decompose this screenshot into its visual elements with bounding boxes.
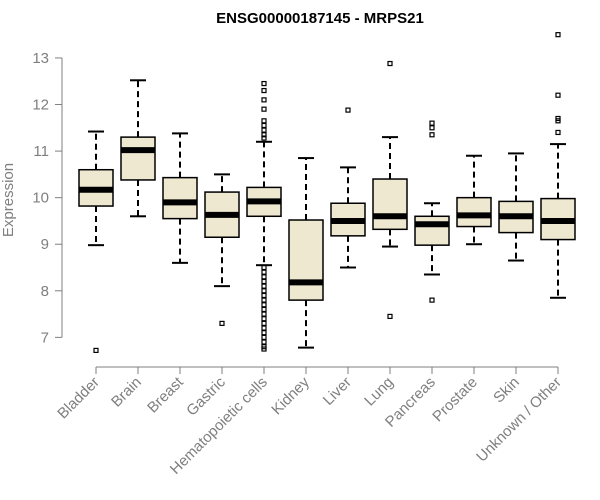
x-tick-label: Brain — [108, 374, 145, 411]
outlier-point — [429, 125, 435, 131]
box-group — [246, 80, 282, 352]
outlier-point — [261, 274, 267, 280]
x-tick-label: Skin — [490, 374, 523, 407]
box-group — [414, 120, 450, 303]
outlier-point — [261, 292, 267, 299]
outlier-point — [261, 97, 267, 103]
box-group — [162, 132, 198, 264]
x-tick-label: Breast — [144, 373, 187, 416]
outlier-point — [261, 106, 267, 112]
outlier-point — [261, 122, 267, 129]
box-group — [78, 130, 114, 354]
box-iqr — [414, 215, 450, 246]
chart-title: ENSG00000187145 - MRPS21 — [216, 10, 424, 27]
outlier-point — [555, 118, 561, 124]
outlier-point — [261, 302, 267, 308]
outlier-point — [93, 347, 99, 354]
box-iqr — [288, 219, 324, 301]
box-iqr — [456, 196, 492, 228]
box-group — [498, 152, 534, 262]
y-tick-label: 7 — [41, 329, 49, 346]
x-tick-label: Kidney — [268, 373, 313, 418]
box-group — [330, 107, 366, 269]
x-tick-label: Bladder — [54, 374, 103, 423]
outlier-point — [261, 269, 267, 275]
outlier-point — [261, 87, 267, 94]
y-tick-label: 8 — [41, 283, 49, 300]
outlier-point — [261, 80, 267, 87]
x-tick-label: Lung — [361, 374, 397, 410]
outlier-point — [261, 325, 267, 331]
outlier-point — [429, 120, 435, 126]
outlier-point — [429, 132, 435, 138]
outlier-point — [261, 346, 267, 352]
outlier-point — [555, 32, 561, 38]
x-tick-label: Liver — [320, 374, 355, 409]
outlier-point — [261, 118, 267, 124]
outlier-point — [261, 297, 267, 303]
box-group — [456, 154, 492, 246]
outlier-point — [219, 320, 225, 326]
outlier-point — [261, 132, 267, 138]
box-iqr — [162, 176, 198, 220]
outlier-point — [261, 135, 267, 141]
y-axis-label: Expression — [0, 163, 17, 237]
outlier-point — [261, 278, 267, 285]
outlier-point — [261, 334, 267, 340]
outlier-point — [429, 297, 435, 303]
outlier-point — [261, 316, 267, 322]
outlier-point — [261, 283, 267, 289]
box-group — [540, 32, 576, 299]
outlier-point — [261, 306, 267, 313]
box-iqr — [120, 136, 156, 181]
outlier-point — [261, 288, 267, 294]
outlier-point — [387, 313, 393, 320]
outlier-point — [261, 127, 267, 133]
boxes-layer — [78, 32, 576, 354]
outlier-point — [261, 330, 267, 336]
box-iqr — [372, 178, 408, 231]
box-group — [372, 60, 408, 320]
outlier-point — [555, 129, 561, 136]
outlier-point — [555, 92, 561, 98]
box-group — [288, 157, 324, 349]
outlier-point — [261, 311, 267, 317]
y-tick-label: 10 — [32, 190, 49, 207]
outlier-point — [387, 60, 393, 67]
y-tick-label: 9 — [41, 236, 49, 253]
y-axis: 7 8 9 10 11 12 13 — [32, 50, 63, 346]
y-tick-label: 12 — [32, 97, 49, 114]
outlier-point — [261, 264, 267, 271]
y-tick-label: 13 — [32, 50, 49, 67]
box-group — [120, 79, 156, 218]
outlier-point — [261, 339, 267, 345]
x-tick-label: Prostate — [429, 374, 481, 426]
outlier-point — [261, 320, 267, 326]
box-group — [204, 173, 240, 326]
outlier-point — [345, 107, 351, 113]
y-tick-label: 11 — [33, 143, 49, 160]
